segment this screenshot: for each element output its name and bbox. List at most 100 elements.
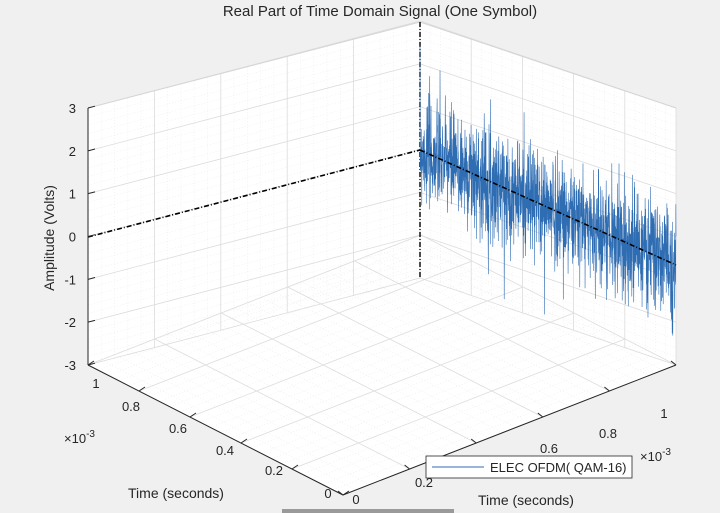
- grid-line: [159, 271, 493, 402]
- grid-line: [221, 312, 477, 444]
- x-exponent-base: ×10: [640, 449, 662, 464]
- scroll-indicator[interactable]: [282, 509, 454, 513]
- grid-line: [281, 333, 615, 465]
- grid-line: [87, 243, 421, 332]
- grid-line: [302, 343, 636, 475]
- legend-entry-text: ELEC OFDM( QAM-16): [490, 460, 627, 475]
- grid-line: [98, 239, 432, 371]
- z-tick-label: 3: [69, 101, 76, 116]
- y-tick-label: 0: [324, 486, 331, 501]
- grid-line: [419, 97, 677, 186]
- top-right-edge: [419, 21, 677, 109]
- grid-line: [332, 359, 666, 491]
- grid-line: [419, 63, 677, 152]
- grid-line: [220, 302, 554, 433]
- x-tick-mark: [337, 490, 344, 496]
- grid-line: [87, 132, 421, 220]
- grid-line: [87, 226, 421, 314]
- grid-line: [87, 37, 421, 126]
- z-tick-mark: [87, 191, 96, 195]
- grid-line: [118, 250, 452, 381]
- x-tick-mark: [537, 412, 544, 418]
- grid-line: [419, 29, 677, 117]
- grid-line: [87, 174, 421, 263]
- x-tick-mark: [604, 386, 610, 392]
- x-axis-label: Time (seconds): [478, 492, 574, 508]
- grid-line: [419, 37, 677, 126]
- x-exponent-power: -3: [662, 447, 671, 458]
- grid-line: [271, 328, 605, 459]
- grid-line: [419, 132, 677, 220]
- grid-line: [87, 234, 421, 323]
- z-tick-mark: [87, 277, 96, 280]
- grid-line: [312, 349, 646, 480]
- grid-line: [419, 80, 677, 169]
- grid-line: [87, 277, 421, 366]
- grid-line: [87, 63, 421, 152]
- grid-line: [354, 260, 610, 392]
- z-tick-label: 1: [69, 187, 76, 202]
- grid-line: [419, 243, 677, 332]
- grid-line: [419, 234, 677, 323]
- grid-line: [419, 217, 677, 306]
- grid-line: [291, 338, 626, 470]
- x-tick-label: 1: [660, 406, 667, 421]
- x-axis-line: [342, 364, 677, 496]
- grid-line: [87, 252, 421, 340]
- legend[interactable]: ELEC OFDM( QAM-16): [425, 455, 633, 479]
- grid-line: [419, 46, 677, 134]
- y-tick-mark: [291, 464, 299, 470]
- z-tick-label: 0: [69, 230, 76, 245]
- grid-line: [419, 226, 677, 314]
- grid-line: [87, 209, 421, 297]
- x-tick-mark: [404, 464, 410, 470]
- z-tick-mark: [87, 148, 96, 152]
- grid-line: [230, 307, 564, 439]
- y-axis-label: Time (seconds): [128, 485, 224, 501]
- grid-line: [87, 140, 421, 229]
- grid-line: [87, 72, 421, 160]
- grid-line: [419, 89, 677, 177]
- y-tick-mark: [342, 490, 350, 496]
- z-tick-mark: [87, 319, 96, 323]
- grid-line: [87, 89, 421, 177]
- grid-line: [419, 269, 677, 357]
- grid-line: [87, 191, 421, 280]
- grid-line: [189, 286, 524, 418]
- z-axis-ticks: 3 2 1 0 -1 -2 -3: [64, 101, 96, 373]
- y-axis-exponent: ×10-3: [64, 429, 95, 446]
- x-axis-exponent: ×10-3: [640, 447, 671, 464]
- z-tick-mark: [87, 234, 96, 237]
- grid-line: [261, 323, 595, 454]
- grid-line: [149, 265, 483, 397]
- y-tick-label: 0.4: [216, 443, 234, 458]
- zero-reference-line-right: [419, 149, 677, 266]
- grid-line: [87, 106, 421, 195]
- z-tick-label: -2: [64, 315, 76, 330]
- grid-line: [138, 260, 473, 392]
- grid-line: [128, 255, 462, 387]
- grid-line: [419, 72, 677, 160]
- grid-line: [87, 97, 421, 186]
- z-tick-mark: [87, 105, 96, 109]
- grid-line: [87, 269, 421, 357]
- grid-line: [87, 183, 421, 272]
- grid-line: [419, 114, 677, 203]
- grid-line: [87, 114, 421, 203]
- grid-line: [251, 317, 585, 449]
- grid-line: [287, 286, 543, 418]
- legend-box: [425, 455, 633, 479]
- chart-title: Real Part of Time Domain Signal (One Sym…: [223, 3, 537, 20]
- grid-line: [87, 80, 421, 169]
- y-tick-label: 0.8: [122, 399, 140, 414]
- grid-line: [87, 157, 421, 246]
- y-tick-label: 0.6: [169, 421, 187, 436]
- y-tick-mark: [138, 386, 146, 392]
- grid-line: [87, 200, 421, 289]
- top-left-edge: [87, 21, 421, 109]
- grid-line: [87, 260, 421, 349]
- grid-line: [419, 252, 677, 340]
- grid-line: [87, 46, 421, 134]
- y-axis-ticks: 0 0.2 0.4 0.6 0.8 1: [87, 360, 350, 501]
